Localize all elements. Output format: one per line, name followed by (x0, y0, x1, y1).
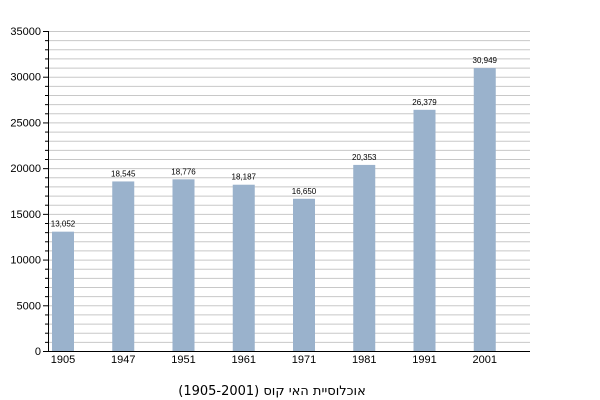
data-label: 16,650 (292, 187, 317, 196)
x-tick-label: 1947 (111, 354, 135, 366)
x-tick-label: 1905 (51, 354, 75, 366)
bar (52, 231, 74, 351)
data-label: 18,187 (232, 173, 257, 182)
data-label: 18,545 (111, 169, 136, 178)
bar (293, 198, 315, 351)
x-tick-label: 1981 (352, 354, 376, 366)
bar (232, 184, 255, 351)
y-tick-label: 15000 (10, 209, 41, 221)
data-label: 18,776 (171, 167, 196, 176)
bars (52, 68, 496, 351)
y-tick-label: 10000 (10, 255, 41, 267)
data-label: 30,949 (473, 56, 498, 65)
bar (112, 181, 135, 351)
bar (413, 109, 436, 351)
bar (473, 68, 496, 351)
x-tick-label: 1961 (232, 354, 256, 366)
y-tick-label: 20000 (10, 163, 41, 175)
data-label: 26,379 (412, 98, 437, 107)
y-tick-label: 0 (35, 346, 41, 358)
x-tick-label: 1991 (412, 354, 436, 366)
chart-caption: אוכלוסיית האי קוס (1905-2001) (178, 384, 366, 399)
y-tick-label: 25000 (10, 117, 41, 129)
data-label: 13,052 (51, 220, 76, 229)
y-tick-label: 30000 (10, 72, 41, 84)
labels: 0 5000 10000 15000 20000 25000 30000 35000 13,05… (10, 26, 497, 366)
data-label: 20,353 (352, 153, 377, 162)
x-tick-label: 2001 (473, 354, 497, 366)
x-tick-label: 1971 (292, 354, 316, 366)
y-tick-label: 5000 (17, 300, 41, 312)
axes (43, 31, 530, 352)
bar (353, 164, 376, 351)
x-tick-label: 1951 (171, 354, 195, 366)
bar (172, 179, 195, 351)
y-tick-label: 35000 (10, 26, 41, 38)
